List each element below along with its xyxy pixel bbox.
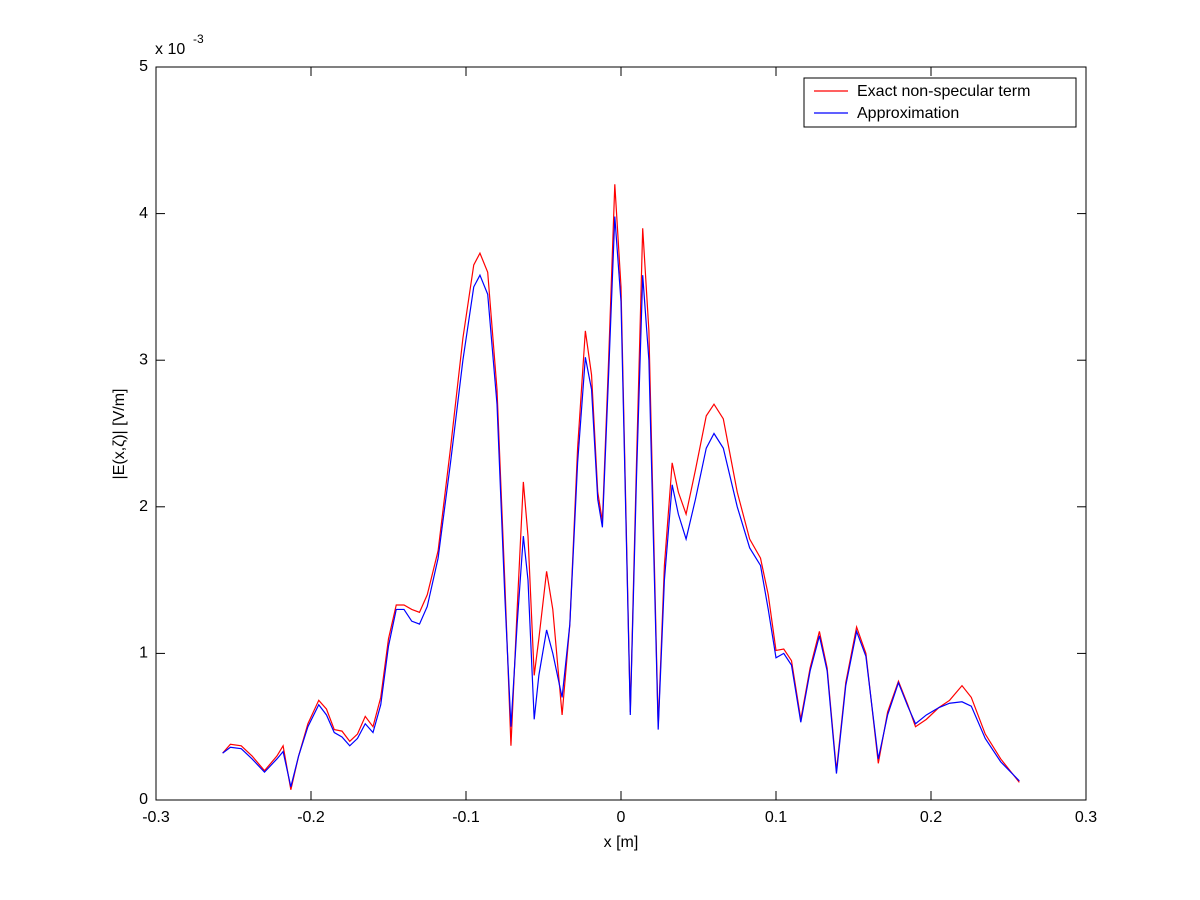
y-tick-label: 2 (139, 498, 148, 515)
x-axis-label: x [m] (604, 834, 639, 851)
y-exponent: -3 (193, 32, 204, 46)
y-tick-label: 0 (139, 791, 148, 808)
x-tick-label: -0.2 (297, 809, 325, 826)
y-tick-label: 5 (139, 58, 148, 75)
y-tick-label: 1 (139, 645, 148, 662)
y-tick-label: 3 (139, 351, 148, 368)
x-tick-label: 0.1 (765, 809, 787, 826)
y-axis-label: |E(x,ζ)| [V/m] (111, 389, 128, 480)
y-multiplier: x 10 (155, 41, 185, 58)
x-tick-label: 0.3 (1075, 809, 1097, 826)
data-line (222, 216, 1020, 787)
legend-label: Approximation (857, 105, 959, 122)
legend-box (803, 77, 1077, 128)
x-tick-label: -0.1 (452, 809, 480, 826)
y-tick-label: 4 (139, 205, 148, 222)
x-tick-label: 0.2 (920, 809, 942, 826)
legend-label: Exact non-specular term (857, 83, 1030, 100)
x-tick-label: 0 (617, 809, 626, 826)
x-tick-label: -0.3 (142, 809, 170, 826)
